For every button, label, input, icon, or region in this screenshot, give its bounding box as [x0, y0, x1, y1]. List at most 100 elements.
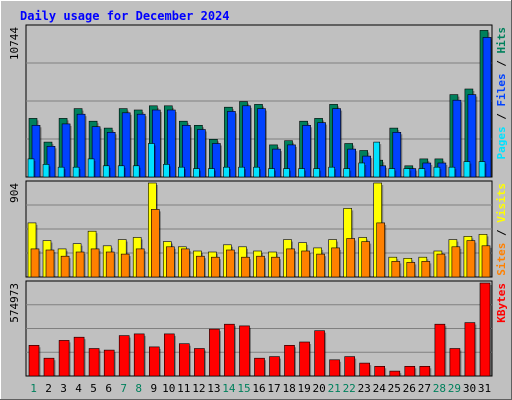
- bar-shadow: [439, 169, 442, 177]
- bar-shadow: [199, 170, 201, 177]
- bar-pages-day-27: [418, 168, 426, 178]
- max-label-visits: 904: [8, 183, 21, 203]
- x-tick-label-day-26: 26: [403, 382, 416, 395]
- bar-files-day-3: [61, 123, 71, 178]
- bar-shadow: [324, 332, 327, 376]
- bar-shadow: [370, 158, 373, 177]
- x-tick-label-day-7: 7: [120, 382, 127, 395]
- bar-shadow: [235, 113, 237, 177]
- bar-sites-day-18: [286, 248, 295, 278]
- bar-files-day-2: [46, 146, 56, 178]
- bar-shadow: [234, 326, 236, 376]
- bar-sites-day-23: [361, 241, 371, 278]
- bar-shadow: [64, 169, 66, 177]
- bar-pages-day-26: [403, 168, 411, 178]
- bar-shadow: [460, 102, 463, 177]
- x-tick-label-day-24: 24: [373, 382, 387, 395]
- bar-pages-day-16: [253, 166, 260, 178]
- bar-shadow: [490, 285, 492, 376]
- x-tick-label-day-2: 2: [45, 382, 52, 395]
- bar-shadow: [40, 127, 42, 177]
- bar-files-day-11: [182, 125, 191, 178]
- bar-kbytes-day-22: [344, 356, 356, 377]
- bar-shadow: [70, 125, 72, 177]
- bar-shadow: [429, 368, 432, 376]
- bar-shadow: [294, 250, 296, 277]
- bar-files-day-16: [257, 108, 266, 178]
- bar-pages-day-30: [463, 161, 471, 178]
- bar-sites-day-24: [376, 222, 386, 278]
- bar-sites-day-8: [135, 248, 145, 278]
- series-files: [31, 37, 493, 178]
- bar-shadow: [34, 160, 36, 177]
- bar-shadow: [160, 112, 162, 177]
- bar-sites-day-29: [451, 246, 461, 278]
- bar-sites-day-22: [346, 238, 356, 278]
- bar-files-day-31: [482, 37, 492, 178]
- bar-pages-day-17: [268, 168, 275, 178]
- bar-shadow: [349, 170, 352, 177]
- bar-shadow: [265, 110, 267, 177]
- series-kbytes: [28, 282, 492, 377]
- bar-shadow: [99, 250, 101, 277]
- bar-files-day-10: [167, 109, 176, 178]
- bar-shadow: [144, 335, 146, 376]
- x-tick-label-day-18: 18: [282, 382, 295, 395]
- bar-shadow: [244, 169, 246, 177]
- bar-sites-day-27: [421, 261, 431, 278]
- bar-shadow: [399, 263, 402, 277]
- legend-visits: Sites / Visits: [495, 183, 508, 276]
- bar-files-day-5: [91, 126, 101, 178]
- bar-shadow: [204, 258, 206, 277]
- x-tick-label-day-27: 27: [418, 382, 431, 395]
- bar-shadow: [54, 360, 56, 376]
- bar-sites-day-10: [166, 246, 175, 278]
- x-tick-label-day-13: 13: [207, 382, 220, 395]
- x-tick-label-day-16: 16: [252, 382, 265, 395]
- bar-files-day-1: [31, 125, 41, 178]
- bar-shadow: [379, 144, 382, 177]
- bar-sites-day-2: [45, 249, 55, 278]
- bar-shadow: [229, 169, 231, 177]
- x-tick-label-day-12: 12: [192, 382, 205, 395]
- bar-kbytes-day-11: [179, 343, 190, 377]
- bar-files-day-6: [106, 132, 116, 178]
- bar-sites-day-15: [241, 256, 250, 278]
- bar-kbytes-day-4: [73, 336, 85, 377]
- bar-pages-day-14: [223, 166, 230, 178]
- bar-shadow: [310, 127, 313, 177]
- bar-shadow: [250, 107, 252, 177]
- bar-pages-day-5: [87, 158, 95, 178]
- x-tick-label-day-4: 4: [75, 382, 82, 395]
- chart-panels: 10744 Pages / Files / Hits 904 Sites / Visi…: [8, 24, 508, 377]
- bar-shadow: [454, 169, 457, 177]
- x-tick-label-day-25: 25: [388, 382, 401, 395]
- max-label-kbytes: 574973: [8, 283, 21, 323]
- bar-shadow: [79, 169, 81, 177]
- bar-kbytes-day-20: [314, 330, 325, 377]
- bar-shadow: [319, 170, 322, 177]
- bar-shadow: [475, 96, 478, 177]
- bar-shadow: [491, 39, 493, 178]
- bar-shadow: [69, 342, 71, 376]
- bar-shadow: [219, 331, 221, 376]
- panel-visits: 904 Sites / Visits: [8, 180, 508, 278]
- bar-shadow: [279, 358, 281, 376]
- bar-sites-day-14: [226, 249, 235, 278]
- bar-shadow: [264, 360, 266, 376]
- bar-files-day-4: [76, 113, 86, 178]
- bar-shadow: [474, 324, 477, 376]
- bar-shadow: [289, 170, 291, 177]
- bar-shadow: [204, 350, 206, 376]
- bar-shadow: [124, 167, 126, 177]
- bar-shadow: [189, 250, 191, 277]
- bar-kbytes-day-6: [103, 349, 115, 377]
- bar-pages-day-8: [132, 165, 140, 178]
- legend-entry-pages: Pages: [495, 126, 508, 159]
- bar-shadow: [169, 166, 171, 177]
- bar-files-day-20: [317, 122, 326, 178]
- bar-shadow: [429, 263, 432, 277]
- bar-pages-day-18: [283, 168, 290, 178]
- legend-hits: Pages / Files / Hits: [495, 27, 508, 160]
- bar-kbytes-day-31: [479, 282, 491, 377]
